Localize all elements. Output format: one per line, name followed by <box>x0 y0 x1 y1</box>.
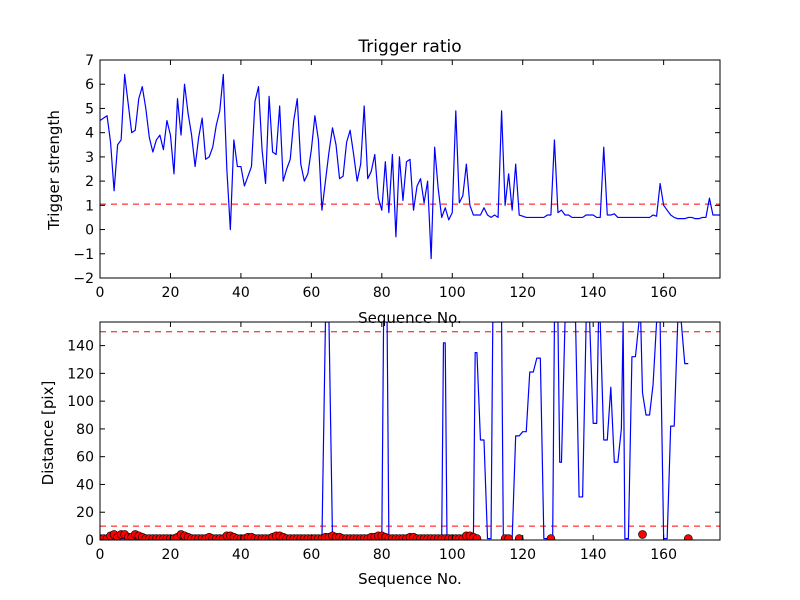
data-point-marker <box>546 534 556 540</box>
data-point-marker <box>472 534 482 540</box>
y-tick-label: 40 <box>76 477 94 493</box>
distance-chart: 0 20 40 60 80 100 120 140 160020406080100120140 … <box>39 321 721 588</box>
y-tick-label: 1 <box>85 198 94 214</box>
bottom-axes-layer <box>99 321 721 541</box>
data-point-marker <box>638 530 647 539</box>
x-tick-label: 80 <box>373 285 391 301</box>
x-tick-label: 140 <box>580 285 607 301</box>
data-point-marker <box>683 534 693 540</box>
x-tick-label: 100 <box>439 547 466 563</box>
x-tick-label: 160 <box>650 285 677 301</box>
y-tick-label: 120 <box>67 366 94 382</box>
y-tick-label: 6 <box>85 77 94 93</box>
plot-frame <box>99 59 721 279</box>
y-tick-label: 100 <box>67 394 94 410</box>
x-tick-label: 140 <box>580 547 607 563</box>
y-tick-label: 0 <box>85 533 94 549</box>
series-line <box>100 73 720 260</box>
top-data-layer <box>100 73 720 260</box>
x-tick-label: 60 <box>302 285 320 301</box>
x-tick-label: 20 <box>162 547 180 563</box>
x-tick-label: 80 <box>373 547 391 563</box>
chart-title: Trigger ratio <box>357 37 461 57</box>
top-x-axis-label: Sequence No. <box>358 309 462 327</box>
x-tick-label: 100 <box>439 285 466 301</box>
trigger-ratio-chart: Trigger ratio 0 20 40 60 80 100 120 140 160−2−10… <box>45 37 721 327</box>
top-axes-layer <box>99 59 721 279</box>
bottom-y-axis-label: Distance [pix] <box>39 381 57 486</box>
y-tick-label: 80 <box>76 422 94 438</box>
data-point-marker <box>504 534 513 540</box>
y-tick-label: 5 <box>85 101 94 117</box>
y-tick-label: 0 <box>85 223 94 239</box>
x-tick-label: 40 <box>232 285 250 301</box>
x-tick-label: 160 <box>650 547 677 563</box>
y-tick-label: 2 <box>85 174 94 190</box>
y-tick-label: 7 <box>85 53 94 69</box>
x-tick-label: 120 <box>509 285 536 301</box>
x-tick-label: 0 <box>96 285 105 301</box>
x-tick-label: 0 <box>96 547 105 563</box>
y-tick-label: 60 <box>76 450 94 466</box>
bottom-data-layer <box>100 322 720 540</box>
y-tick-label: 20 <box>76 505 94 521</box>
x-tick-label: 20 <box>162 285 180 301</box>
plot-frame <box>99 321 721 541</box>
y-tick-label: −2 <box>73 271 94 287</box>
y-tick-label: 140 <box>67 339 94 355</box>
x-tick-label: 60 <box>302 547 320 563</box>
y-tick-label: −1 <box>73 247 94 263</box>
x-tick-label: 120 <box>509 547 536 563</box>
bottom-x-axis-label: Sequence No. <box>358 570 462 588</box>
bottom-tick-labels: 0 20 40 60 80 100 120 140 160 0 20 40 60 80 100 120 140 <box>67 339 677 563</box>
top-tick-labels: 0 20 40 60 80 100 120 140 160 −2 −1 0 1 2 3 4 5 6 7 <box>73 53 677 301</box>
y-tick-label: 4 <box>85 126 94 142</box>
x-tick-label: 40 <box>232 547 250 563</box>
top-y-axis-label: Trigger strength <box>45 110 63 231</box>
y-tick-label: 3 <box>85 150 94 166</box>
